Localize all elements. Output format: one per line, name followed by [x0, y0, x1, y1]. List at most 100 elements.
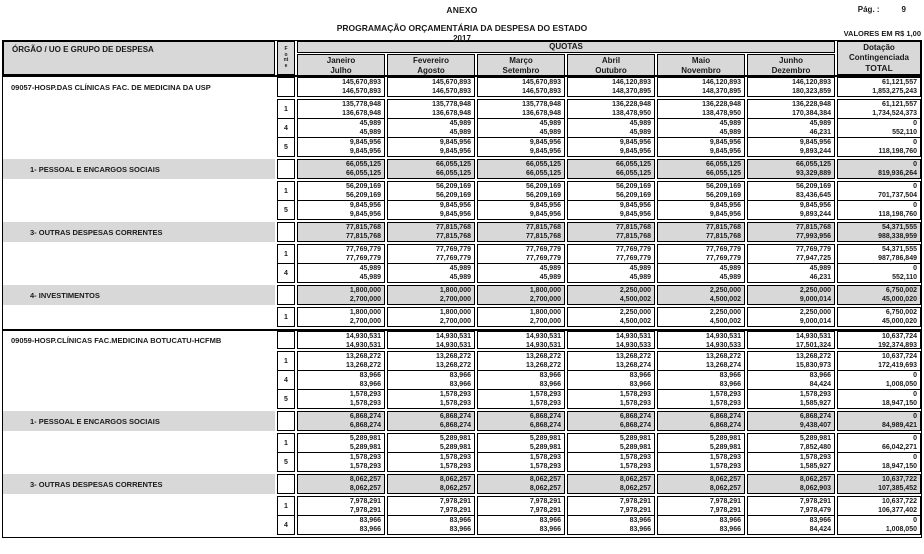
quota-value-bottom: 83,966 [539, 525, 561, 533]
page-number-value: 9 [901, 5, 906, 14]
quota-value-bottom: 45,989 [359, 273, 381, 281]
quota-value-top: 45,989 [719, 120, 741, 127]
quota-value-bottom: 6,868,274 [349, 421, 381, 429]
row-label [3, 137, 275, 157]
quota-cell: 66,055,125 66,055,125 [477, 159, 565, 179]
quotas-header: QUOTAS [297, 41, 835, 53]
quota-value-bottom: 2,700,000 [439, 317, 471, 325]
group-row: 1- PESSOAL E ENCARGOS SOCIAIS 66,055,125 6… [3, 159, 921, 179]
quota-value-bottom: 5,289,981 [709, 443, 741, 451]
quota-cell: 2,250,000 9,000,014 [747, 307, 835, 327]
quota-value-bottom: 138,478,950 [612, 109, 651, 117]
quota-value-top: 135,778,948 [522, 101, 561, 108]
quota-cell: 9,845,956 9,845,956 [477, 200, 565, 220]
quota-value-top: 145,670,893 [342, 79, 381, 86]
quota-value-bottom: 6,868,274 [619, 421, 651, 429]
quota-value-bottom: 77,815,768 [705, 232, 741, 240]
quota-value-top: 1,800,000 [349, 309, 381, 316]
quota-value-bottom: 13,268,272 [525, 361, 561, 369]
quota-cell: 135,778,948 136,678,948 [297, 99, 385, 119]
quota-value-bottom: 77,815,768 [525, 232, 561, 240]
quota-value-top: 77,769,779 [795, 246, 831, 253]
total-cell: 54,371,555 987,786,849 [837, 244, 921, 264]
quota-cell: 77,815,768 77,993,956 [747, 222, 835, 242]
fonte-cell: 5 [277, 137, 295, 157]
quota-value-bottom: 83,966 [629, 525, 651, 533]
quota-value-bottom: 9,845,956 [529, 210, 561, 218]
quota-value-bottom: 2,700,000 [529, 295, 561, 303]
quota-cell: 66,055,125 66,055,125 [387, 159, 475, 179]
quota-value-bottom: 56,209,169 [345, 191, 381, 199]
quota-cell: 77,769,779 77,769,779 [297, 244, 385, 264]
quota-cell: 45,989 45,989 [477, 263, 565, 283]
quota-value-top: 83,966 [539, 517, 561, 524]
total-cell: 10,637,724 172,419,693 [837, 351, 921, 371]
page-header: ANEXO Pág. : 9 PROGRAMAÇÃO ORÇAMENTÁRIA … [0, 0, 924, 43]
quota-cell: 56,209,169 56,209,169 [387, 181, 475, 201]
quota-value-bottom: 56,209,169 [615, 191, 651, 199]
fonte-cell: 1 [277, 181, 295, 201]
quota-value-top: 9,845,956 [439, 139, 471, 146]
quota-value-top: 83,966 [449, 372, 471, 379]
quota-cell: 14,930,531 14,930,531 [387, 331, 475, 349]
quota-value-bottom: 8,062,257 [619, 484, 651, 492]
quota-cell: 77,815,768 77,815,768 [657, 222, 745, 242]
group-row: 3- OUTRAS DESPESAS CORRENTES 77,815,768 77… [3, 222, 921, 242]
quota-value-top: 9,845,956 [529, 139, 561, 146]
quota-value-top: 77,815,768 [525, 224, 561, 231]
quota-value-top: 6,868,274 [709, 413, 741, 420]
total-contingenciada-value: 0 [913, 202, 917, 209]
total-value: 45,000,020 [881, 317, 917, 325]
fonte-row: 1 5,289,981 5,289,981 5,289,981 5,289,981 5,2… [3, 433, 921, 453]
quota-value-top: 77,769,779 [615, 246, 651, 253]
fonte-cell [277, 411, 295, 431]
quota-cell: 1,578,293 1,578,293 [477, 452, 565, 472]
quota-value-bottom: 1,578,293 [529, 399, 561, 407]
month-column-header: Março Setembro [477, 54, 565, 76]
quota-cell: 45,989 45,989 [297, 263, 385, 283]
quota-value-bottom: 6,868,274 [709, 421, 741, 429]
total-contingenciada-value: 0 [913, 120, 917, 127]
quota-value-top: 8,062,257 [349, 476, 381, 483]
quota-cell: 56,209,169 56,209,169 [567, 181, 655, 201]
group-row-label: 3- OUTRAS DESPESAS CORRENTES [3, 474, 275, 494]
total-value: 1,008,050 [885, 380, 917, 388]
quota-cell: 77,815,768 77,815,768 [567, 222, 655, 242]
quota-cell: 1,578,293 1,578,293 [657, 452, 745, 472]
quota-cell: 136,228,948 170,384,384 [747, 99, 835, 119]
quota-value-top: 45,989 [719, 265, 741, 272]
quota-value-top: 66,055,125 [615, 161, 651, 168]
quota-value-top: 9,845,956 [799, 202, 831, 209]
month-top-label: Junho [779, 56, 803, 65]
quota-value-top: 77,815,768 [705, 224, 741, 231]
total-value: 66,042,271 [881, 443, 917, 451]
quota-value-top: 13,268,272 [525, 353, 561, 360]
fonte-row: 4 83,966 83,966 83,966 83,966 83,966 83,966 83,… [3, 370, 921, 390]
month-column-header: Fevereiro Agosto [387, 54, 475, 76]
quota-value-bottom: 66,055,125 [705, 169, 741, 177]
quota-value-top: 83,966 [449, 517, 471, 524]
quota-value-top: 1,578,293 [349, 454, 381, 461]
quota-value-top: 13,268,272 [345, 353, 381, 360]
quota-cell: 6,868,274 6,868,274 [477, 411, 565, 431]
quota-cell: 5,289,981 5,289,981 [387, 433, 475, 453]
row-label [3, 433, 275, 453]
quota-value-bottom: 77,769,779 [345, 254, 381, 262]
group-row-label: 1- PESSOAL E ENCARGOS SOCIAIS [3, 159, 275, 179]
quota-value-top: 1,578,293 [799, 454, 831, 461]
quota-cell: 1,800,000 2,700,000 [477, 307, 565, 327]
quota-value-bottom: 1,578,293 [619, 399, 651, 407]
quota-value-top: 7,978,291 [619, 498, 651, 505]
quota-value-top: 1,578,293 [439, 391, 471, 398]
quota-value-top: 83,966 [359, 372, 381, 379]
total-value: 988,338,959 [878, 232, 917, 240]
total-cell: 61,121,557 1,734,524,373 [837, 99, 921, 119]
quota-value-top: 45,989 [809, 265, 831, 272]
total-value: 1,008,050 [885, 525, 917, 533]
group-row-label: 4- INVESTIMENTOS [3, 285, 275, 305]
fonte-cell: 4 [277, 118, 295, 138]
quota-cell: 9,845,956 9,845,956 [387, 200, 475, 220]
quota-cell: 14,930,531 14,930,533 [567, 331, 655, 349]
quota-cell: 1,800,000 2,700,000 [387, 285, 475, 305]
quota-cell: 5,289,981 7,852,480 [747, 433, 835, 453]
